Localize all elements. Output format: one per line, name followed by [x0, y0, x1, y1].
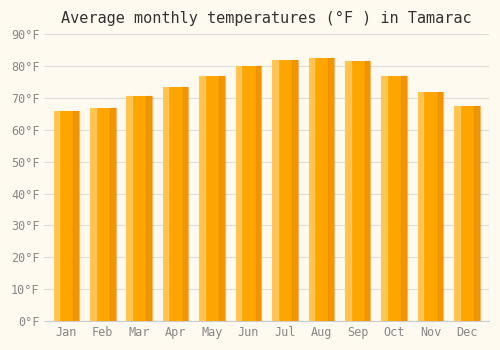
- Bar: [256, 66, 261, 321]
- Bar: [126, 96, 152, 321]
- Bar: [418, 92, 444, 321]
- Bar: [54, 111, 79, 321]
- Bar: [345, 61, 370, 321]
- Bar: [183, 87, 188, 321]
- Bar: [163, 87, 168, 321]
- Bar: [438, 92, 444, 321]
- Bar: [382, 76, 407, 321]
- Bar: [236, 66, 261, 321]
- Bar: [328, 58, 334, 321]
- Bar: [126, 96, 132, 321]
- Bar: [272, 60, 278, 321]
- Bar: [308, 58, 334, 321]
- Bar: [90, 107, 116, 321]
- Bar: [110, 107, 116, 321]
- Bar: [454, 106, 460, 321]
- Bar: [236, 66, 242, 321]
- Bar: [90, 107, 96, 321]
- Bar: [365, 61, 370, 321]
- Bar: [382, 76, 387, 321]
- Bar: [454, 106, 480, 321]
- Bar: [402, 76, 407, 321]
- Bar: [292, 60, 298, 321]
- Bar: [200, 76, 225, 321]
- Bar: [345, 61, 350, 321]
- Bar: [272, 60, 297, 321]
- Bar: [163, 87, 188, 321]
- Bar: [474, 106, 480, 321]
- Bar: [219, 76, 225, 321]
- Bar: [308, 58, 314, 321]
- Bar: [74, 111, 79, 321]
- Bar: [418, 92, 424, 321]
- Bar: [200, 76, 205, 321]
- Bar: [54, 111, 59, 321]
- Bar: [146, 96, 152, 321]
- Title: Average monthly temperatures (°F ) in Tamarac: Average monthly temperatures (°F ) in Ta…: [62, 11, 472, 26]
